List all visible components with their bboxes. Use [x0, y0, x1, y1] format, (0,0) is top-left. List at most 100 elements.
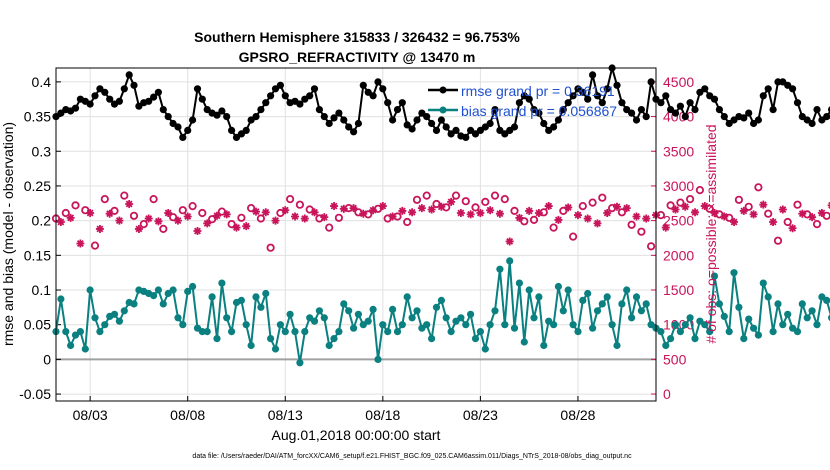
bias-point [364, 317, 372, 325]
bias-point [296, 359, 304, 367]
rmse-point [130, 81, 138, 89]
rmse-point [223, 113, 231, 121]
bias-point [267, 335, 275, 343]
rmse-point [403, 121, 411, 129]
obs-assimilated-point [271, 216, 280, 225]
obs-possible-point [149, 195, 158, 204]
obs-assimilated-point [232, 223, 241, 232]
bias-point [662, 341, 670, 350]
obs-possible-point [237, 213, 246, 222]
bias-point [589, 324, 597, 332]
obs-possible-point [529, 215, 539, 224]
obs-possible-point [247, 204, 256, 213]
rmse-point [350, 128, 358, 136]
bias-point [276, 321, 284, 329]
obs-assimilated-point [456, 208, 465, 217]
bias-point [720, 312, 728, 320]
bias-point [686, 314, 694, 322]
rmse-point [491, 106, 499, 114]
bias-point [681, 321, 689, 329]
rmse-point [184, 126, 192, 134]
obs-possible-point [139, 220, 148, 229]
bias-point [535, 293, 543, 301]
rmse-point [647, 78, 655, 86]
obs-assimilated-point [388, 212, 397, 221]
rmse-point [759, 92, 767, 100]
rmse-point [276, 81, 284, 89]
bias-point [550, 321, 558, 329]
x-tick-label: 08/23 [463, 407, 498, 423]
bias-point [330, 335, 338, 343]
bias-point [715, 300, 724, 308]
x-tick-label: 08/08 [170, 407, 205, 423]
bias-point [403, 293, 411, 301]
obs-assimilated-point [408, 208, 417, 217]
y-right-tick-label: 2000 [663, 247, 694, 263]
rmse-point [330, 114, 338, 122]
obs-assimilated-point [730, 218, 739, 227]
rmse-point [315, 106, 323, 114]
obs-assimilated-point [105, 209, 114, 218]
bias-point [779, 321, 787, 329]
rmse-point [515, 99, 524, 107]
rmse-point [442, 123, 450, 131]
obs-possible-point [520, 217, 529, 226]
rmse-point [228, 126, 236, 134]
obs-assimilated-point [300, 214, 309, 223]
obs-assimilated-point [66, 213, 75, 222]
rmse-point [584, 95, 592, 103]
bias-point [784, 310, 792, 318]
obs-possible-point [120, 191, 129, 200]
rmse-point [579, 88, 587, 96]
obs-assimilated-point [115, 216, 124, 225]
obs-possible-point [676, 198, 685, 207]
legend-bias-label: bias grand pr = 0.056867 [461, 103, 617, 119]
obs-assimilated-point [222, 210, 231, 219]
rmse-point [559, 106, 567, 114]
rmse-point [262, 99, 270, 107]
rmse-point [384, 99, 392, 107]
rmse-point [710, 95, 719, 103]
obs-assimilated-point [710, 208, 719, 217]
obs-possible-point [208, 215, 217, 224]
series-rmse [52, 64, 830, 141]
bias-point [530, 314, 538, 322]
bias-point [310, 317, 319, 325]
bias-point [398, 321, 406, 329]
bias-point [637, 307, 646, 315]
y-left-tick-label: 0.2 [32, 213, 52, 229]
rmse-point [389, 116, 397, 124]
x-axis-label: Aug.01,2018 00:00:00 start [272, 427, 441, 443]
obs-assimilated-point [671, 205, 680, 214]
obs-assimilated-point [369, 206, 378, 215]
rmse-point [393, 106, 402, 114]
bias-point [667, 335, 675, 343]
obs-assimilated-point [76, 239, 85, 248]
rmse-point [632, 116, 641, 124]
y-left-tick-label: 0.3 [32, 143, 52, 159]
obs-assimilated-point [427, 205, 436, 214]
bias-point [676, 328, 685, 336]
bias-point [740, 335, 748, 343]
bias-point [237, 296, 245, 304]
bias-point [159, 300, 167, 308]
series-obs-assimilated [56, 197, 830, 248]
bias-point [413, 307, 421, 315]
rmse-point [598, 99, 606, 107]
obs-assimilated-point [505, 237, 514, 246]
obs-possible-point [334, 213, 343, 222]
bias-point [189, 282, 197, 291]
bias-point [657, 328, 665, 336]
x-tick-label: 08/13 [268, 407, 303, 423]
bias-point [750, 324, 758, 332]
obs-assimilated-point [534, 208, 543, 217]
bias-point [174, 314, 182, 322]
obs-possible-point [100, 195, 109, 204]
obs-assimilated-point [320, 213, 329, 222]
rmse-point [354, 119, 362, 128]
rmse-point [267, 92, 275, 100]
bias-point [584, 289, 592, 298]
obs-possible-point [295, 200, 304, 209]
rmse-point [145, 97, 153, 105]
obs-possible-point [754, 183, 763, 192]
